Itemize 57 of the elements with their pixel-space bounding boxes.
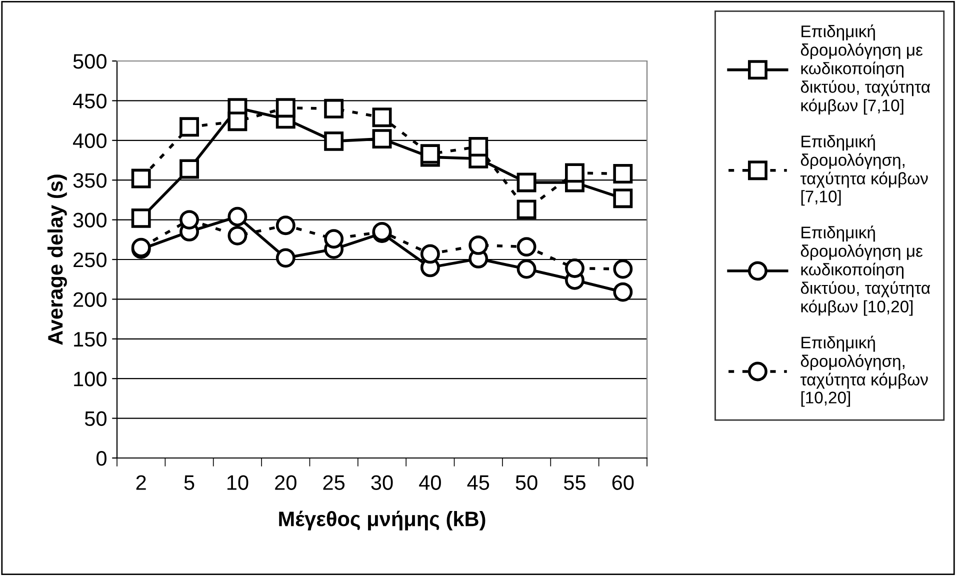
x-tick-label: 60 [612, 475, 634, 490]
x-tick-label: 25 [323, 475, 345, 490]
point [276, 248, 296, 268]
x-tick-label: 20 [275, 475, 296, 490]
x-tick-label: 10 [227, 475, 248, 490]
point [131, 208, 151, 228]
x-tick-label: 30 [371, 475, 393, 490]
point [180, 117, 199, 137]
point [276, 98, 296, 118]
y-tick-label: 300 [73, 212, 106, 228]
point [613, 282, 633, 302]
y-tick-label: 450 [73, 94, 106, 108]
point [516, 200, 536, 220]
point [324, 98, 344, 118]
y-tick-label: 50 [84, 411, 106, 426]
x-tick-label: 45 [467, 475, 490, 490]
point [613, 164, 633, 184]
y-axis-title: Average delay (s) [47, 174, 67, 345]
y-tick-label: 200 [74, 292, 106, 307]
point [372, 129, 392, 149]
x-tick-label: 40 [419, 475, 441, 490]
point [565, 163, 584, 183]
y-tick-label: 250 [74, 252, 106, 268]
point [276, 216, 296, 236]
y-tick-label: 0 [96, 451, 106, 466]
legend-label: Επιδημική δρομολόγηση με κωδικοποίηση δικτύου, ταχύτητα κόμβων [10,20] [800, 226, 930, 316]
point [228, 112, 248, 132]
x-tick-label: 5 [184, 475, 194, 490]
point [131, 168, 151, 188]
x-axis-title: Μέγεθος μνήμης (kB) [279, 510, 486, 530]
legend-label: Επιδημική δρομολόγηση, ταχύτητα κόμβων [10,20] [800, 336, 928, 407]
x-tick-label: 55 [564, 475, 586, 490]
y-tick-label: 400 [73, 133, 106, 148]
point [468, 137, 488, 156]
y-tick-label: 100 [74, 372, 106, 386]
point [613, 259, 633, 279]
point [228, 226, 248, 246]
legend-label: Επιδημική δρομολόγηση με κωδικοποίηση δικτύου, ταχύτητα κόμβων [7,10] [800, 24, 930, 115]
x-tick-label: 50 [516, 475, 538, 490]
point [372, 108, 392, 128]
point [228, 206, 248, 226]
y-tick-label: 350 [73, 173, 106, 188]
x-tick-label: 2 [136, 475, 146, 490]
point [516, 172, 536, 192]
y-tick-label: 150 [74, 332, 106, 347]
y-tick-label: 500 [73, 54, 106, 69]
point [516, 259, 536, 279]
point [180, 159, 199, 179]
point [613, 188, 633, 208]
point [180, 210, 199, 230]
point [324, 131, 344, 151]
point [420, 244, 440, 264]
point [565, 258, 584, 278]
point [516, 237, 536, 257]
legend-label: Επιδημική δρομολόγηση, ταχύτητα κόμβων [7,10] [800, 134, 928, 206]
point [468, 235, 488, 255]
point [324, 229, 344, 249]
